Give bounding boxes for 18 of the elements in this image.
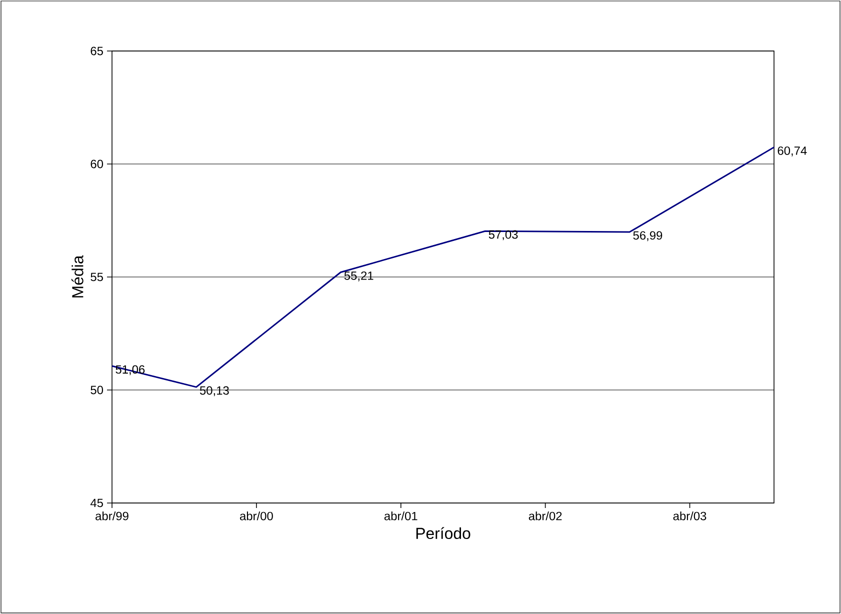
x-tick-label: abr/03 bbox=[673, 512, 706, 520]
line-series bbox=[111, 146, 775, 388]
data-label: 56,99 bbox=[633, 231, 662, 242]
x-tick-label: abr/01 bbox=[384, 512, 418, 520]
y-tick-label: 60 bbox=[90, 160, 104, 168]
y-tick-label: 65 bbox=[90, 46, 103, 56]
y-axis-title: Média bbox=[71, 255, 84, 298]
x-tick-label: abr/02 bbox=[528, 512, 562, 520]
y-tick-label: 55 bbox=[90, 272, 103, 282]
data-label: 55,21 bbox=[344, 271, 374, 282]
x-axis-title: Período bbox=[416, 527, 470, 540]
y-tick-label: 45 bbox=[90, 498, 103, 508]
data-label: 60,74 bbox=[778, 146, 807, 156]
y-tick-label: 50 bbox=[90, 386, 104, 394]
data-label: 50,13 bbox=[200, 386, 229, 396]
data-label: 57,03 bbox=[488, 230, 518, 240]
x-tick-label: abr/99 bbox=[96, 512, 128, 520]
x-tick-label: abr/00 bbox=[240, 512, 273, 520]
